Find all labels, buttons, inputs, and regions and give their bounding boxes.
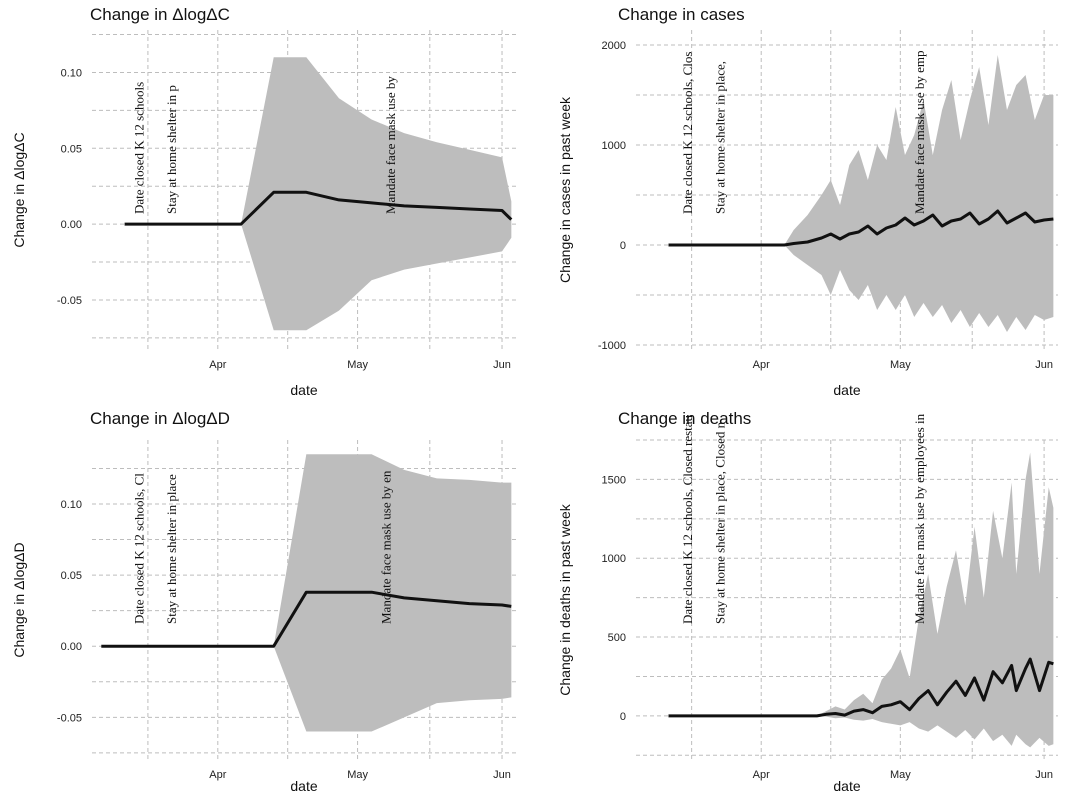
- y-tick-label: 2000: [602, 40, 626, 52]
- chart-panel-4: Date closed K 12 schools, Closed restau S…: [557, 409, 1058, 794]
- estimate-line: [668, 657, 1054, 718]
- confidence-band: [784, 55, 1054, 332]
- chart-title: Change in ΔlogΔD: [90, 409, 230, 428]
- y-tick-label: 500: [608, 632, 626, 644]
- y-tick-label: 0: [620, 240, 626, 252]
- x-tick-label: May: [347, 359, 368, 371]
- policy-annotation: Date closed K 12 schools, Clos: [680, 52, 695, 214]
- x-tick-label: Jun: [1035, 359, 1053, 371]
- y-tick-label: 1000: [602, 140, 626, 152]
- y-tick-label: 0.00: [61, 219, 82, 231]
- estimate-line: [124, 190, 513, 226]
- policy-annotation: Stay at home shelter in place, Closed n: [712, 421, 727, 624]
- policy-annotation: Date closed K 12 schools: [132, 82, 147, 214]
- policy-annotation: Stay at home shelter in place: [164, 474, 179, 624]
- y-axis-title: Change in cases in past week: [557, 96, 573, 283]
- y-axis-title: Change in ΔlogΔC: [11, 132, 27, 247]
- estimate-line: [101, 590, 512, 648]
- policy-annotation: Date closed K 12 schools, Cl: [132, 473, 147, 624]
- x-tick-label: Jun: [493, 359, 511, 371]
- y-tick-label: 0: [620, 711, 626, 723]
- chart-title: Change in deaths: [618, 409, 751, 428]
- y-tick-label: 1500: [602, 474, 626, 486]
- chart-title: Change in cases: [618, 5, 745, 24]
- policy-annotation: Stay at home shelter in p: [164, 85, 179, 214]
- x-tick-label: Jun: [493, 769, 511, 781]
- x-tick-label: May: [890, 359, 911, 371]
- policy-annotation: Mandate face mask use by employees in: [912, 413, 927, 624]
- x-tick-label: May: [890, 769, 911, 781]
- policy-annotation: Mandate face mask use by en: [379, 470, 394, 624]
- x-tick-label: Apr: [753, 359, 770, 371]
- y-tick-label: -0.05: [57, 295, 82, 307]
- y-tick-label: -1000: [598, 340, 626, 352]
- x-tick-label: Apr: [209, 359, 226, 371]
- x-axis-title: date: [290, 382, 317, 398]
- y-tick-label: 0.10: [61, 67, 82, 79]
- x-axis-title: date: [290, 778, 317, 794]
- chart-panel-3: Date closed K 12 schools, Cl Stay at home…: [11, 409, 516, 794]
- y-tick-label: 1000: [602, 553, 626, 565]
- estimate-line: [668, 209, 1054, 247]
- policy-annotation: Mandate face mask use by emp: [912, 50, 927, 214]
- confidence-band: [273, 454, 512, 732]
- policy-annotation: Mandate face mask use by: [383, 76, 398, 214]
- y-axis-title: Change in ΔlogΔD: [11, 542, 27, 657]
- y-tick-label: 0.05: [61, 570, 82, 582]
- x-tick-label: Apr: [209, 769, 226, 781]
- x-axis-title: date: [833, 382, 860, 398]
- policy-annotation: Date closed K 12 schools, Closed restau: [680, 414, 695, 624]
- y-tick-label: -0.05: [57, 712, 82, 724]
- chart-title: Change in ΔlogΔC: [90, 5, 230, 24]
- chart-panel-1: Date closed K 12 schools Stay at home she…: [11, 5, 516, 398]
- y-tick-label: 0.10: [61, 499, 82, 511]
- chart-panel-2: Date closed K 12 schools, Clos Stay at ho…: [557, 5, 1058, 398]
- y-tick-label: 0.00: [61, 641, 82, 653]
- confidence-band: [241, 57, 512, 331]
- x-tick-label: Jun: [1035, 769, 1053, 781]
- policy-annotation: Stay at home shelter in place,: [712, 61, 727, 214]
- y-tick-label: 0.05: [61, 143, 82, 155]
- x-tick-label: Apr: [753, 769, 770, 781]
- x-axis-title: date: [833, 778, 860, 794]
- y-axis-title: Change in deaths in past week: [557, 503, 573, 695]
- x-tick-label: May: [347, 769, 368, 781]
